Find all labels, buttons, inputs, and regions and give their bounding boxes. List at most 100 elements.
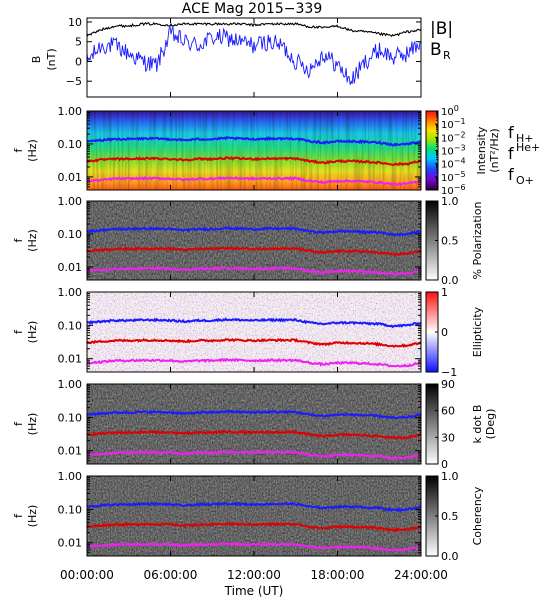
colorbar-label: (nT²/Hz)	[488, 128, 501, 172]
colorbar-tick-label: 0	[441, 458, 448, 471]
spectrogram-panels: 1.000.100.01f (Hz)10010−110−210−310−410−5…	[12, 104, 540, 563]
ytick-label: 0.10	[58, 319, 83, 332]
ytick-label: 0.10	[58, 503, 83, 516]
freq-ylabel: f	[12, 513, 25, 518]
series-f-h-line	[86, 409, 422, 420]
mag-ytick-label: −5	[66, 75, 82, 88]
ytick-label: 1.00	[58, 470, 83, 483]
ytick-label: 1.00	[58, 195, 83, 208]
legend-gyrofreq-ion: He+	[516, 141, 540, 154]
colorbar-tick-label: 30	[441, 431, 455, 444]
mag-ylabel-unit: (nT)	[45, 48, 58, 70]
colorbar-tick-label: 0.5	[441, 235, 459, 248]
freq-ylabel: f	[12, 421, 25, 426]
series-f-o-line	[86, 357, 422, 368]
mag-ytick-label: 5	[75, 36, 82, 49]
colorbar-tick-label: 0.5	[441, 510, 459, 523]
series-f-o-line	[86, 265, 422, 277]
freq-ylabel-unit: (Hz)	[26, 413, 39, 436]
ytick-label: 1.00	[58, 378, 83, 391]
legend-btotal: |B|	[430, 19, 453, 39]
panel-ellipticity: 1.00 0.10 0.01 f (Hz) 1 0 −1 Ellipticity	[12, 286, 484, 379]
colorbar-tick-label: 10−2	[441, 130, 466, 144]
freq-ylabel: f	[12, 147, 25, 152]
legend-gyrofreq-ion: H+	[516, 132, 534, 145]
freq-ylabel-unit: (Hz)	[26, 139, 39, 162]
colorbar-tick-label: 1.0	[441, 470, 459, 483]
spectrogram-texture-blue	[87, 292, 421, 372]
mag-ytick-label: 0	[75, 55, 82, 68]
ytick-label: 0.10	[58, 138, 83, 151]
xtick-label: 00:00:00	[60, 568, 114, 582]
series-f-he-line	[86, 246, 422, 257]
legend-gyrofreq: f	[508, 123, 514, 142]
series-f-h-line	[86, 225, 422, 237]
ytick-label: 0.01	[58, 445, 83, 458]
xtick-label: 12:00:00	[227, 568, 281, 582]
series-f-he-line	[86, 521, 421, 533]
ytick-label: 0.01	[58, 171, 83, 184]
colorbar-tick-label: 1	[441, 286, 448, 299]
colorbar-label: (Deg)	[484, 409, 497, 440]
colorbar-tick-label: 90	[441, 378, 455, 391]
spectrogram-texture	[87, 201, 421, 280]
legend-br-subscript: R	[443, 49, 451, 62]
series-f-h-line	[87, 501, 422, 513]
xaxis-label: Time (UT)	[224, 584, 284, 598]
mag-ylabel: B	[30, 56, 43, 64]
series-f-o-line	[86, 175, 422, 187]
colorbar-tick-label: 10−6	[441, 183, 466, 197]
series-f-h-line	[86, 317, 422, 329]
freq-ylabel: f	[12, 237, 25, 242]
legend-gyrofreq: f	[508, 144, 514, 163]
colorbar-tick-label: 10−1	[441, 117, 466, 131]
colorbar-tick-label: 0.0	[441, 274, 459, 287]
legend-gyrofreq-ion: O+	[516, 174, 534, 187]
colorbar-tick-label: 60	[441, 405, 455, 418]
series-f-he-line	[86, 429, 422, 441]
series-br-line	[86, 25, 422, 85]
series-f-o-line	[86, 541, 422, 552]
ytick-label: 0.01	[58, 537, 83, 550]
ytick-label: 0.10	[58, 411, 83, 424]
colorbar-label: k dot B	[471, 405, 484, 444]
colorbar-label: Intensity	[475, 126, 488, 174]
colorbar-tick-label: 10−3	[441, 144, 466, 158]
ytick-label: 0.10	[58, 228, 83, 241]
series-btotal-line	[86, 21, 422, 38]
panel-coherency: 1.00 0.10 0.01 f (Hz) 1.0 0.5 0.0 Coherency	[12, 470, 484, 563]
panel-kdotb: 1.00 0.10 0.01 f (Hz) 90 60 30 0 k dot B (Deg)	[12, 378, 497, 471]
series-f-he-line	[86, 155, 422, 167]
mag-ytick-label: 10	[68, 16, 82, 29]
colorbar-tick-label: 100	[441, 104, 459, 118]
xtick-label: 06:00:00	[144, 568, 198, 582]
colorbar-tick-label: 0.0	[441, 550, 459, 563]
series-f-o-line	[86, 449, 422, 460]
xtick-label: 18:00:00	[311, 568, 365, 582]
panel-intensity: 1.000.100.01f (Hz)10010−110−210−310−410−5…	[12, 104, 540, 197]
colorbar-tick-label: 1.0	[441, 195, 459, 208]
ytick-label: 0.01	[58, 261, 83, 274]
colorbar	[425, 383, 439, 465]
colorbar-label: Ellipticity	[471, 306, 484, 357]
ytick-label: 0.01	[58, 353, 83, 366]
colorbar-tick-label: −1	[441, 366, 457, 379]
legend-br: B	[430, 40, 442, 60]
series-f-h-line	[86, 135, 422, 147]
colorbar-tick-label: 10−4	[441, 157, 466, 171]
xtick-label: 24:00:00	[394, 568, 448, 582]
series-f-he-line	[86, 337, 422, 349]
colorbar-label: Coherency	[471, 486, 484, 545]
freq-ylabel-unit: (Hz)	[26, 229, 39, 252]
freq-ylabel-unit: (Hz)	[26, 505, 39, 528]
ytick-label: 1.00	[58, 286, 83, 299]
spectrogram-texture	[87, 476, 421, 556]
ytick-label: 1.00	[58, 105, 83, 118]
colorbar-tick-label: 10−5	[441, 170, 466, 184]
time-axis: 00:00:00 06:00:00 12:00:00 18:00:00 24:00:00…	[60, 568, 448, 598]
legend-gyrofreq: f	[508, 165, 514, 184]
freq-ylabel: f	[12, 329, 25, 334]
freq-ylabel-unit: (Hz)	[26, 321, 39, 344]
